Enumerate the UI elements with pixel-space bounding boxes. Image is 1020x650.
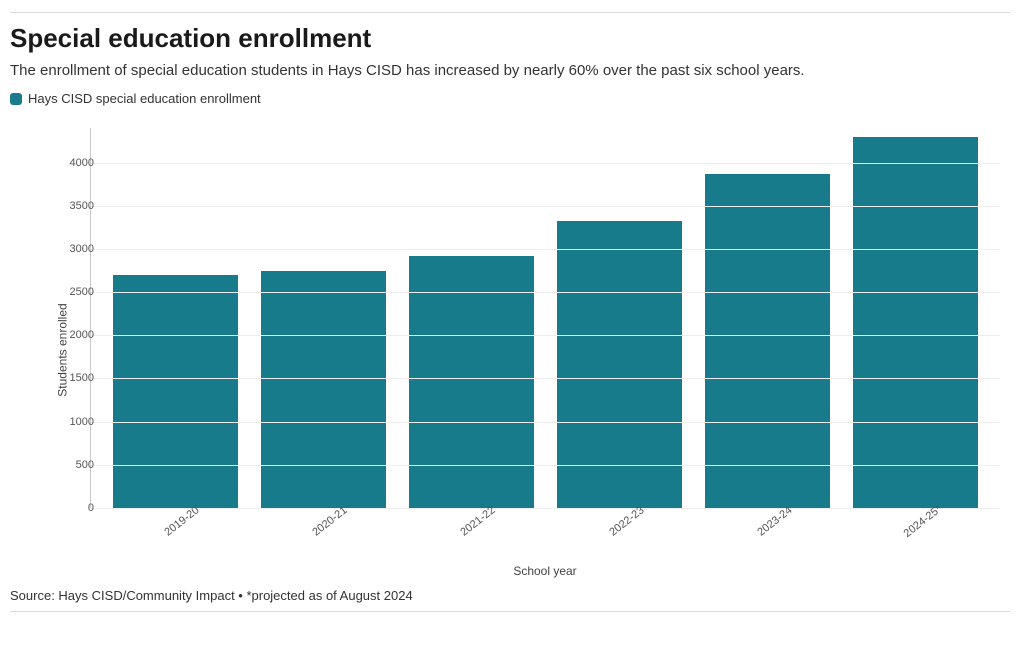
gridline [91, 508, 1000, 509]
gridline [91, 335, 1000, 336]
gridline [91, 292, 1000, 293]
bar [705, 174, 830, 508]
bar [261, 271, 386, 508]
y-tick-label: 1000 [54, 416, 94, 428]
gridline [91, 465, 1000, 466]
chart-card: Special education enrollment The enrollm… [0, 0, 1020, 650]
bars-container [91, 128, 1000, 508]
legend: Hays CISD special education enrollment [10, 91, 1010, 106]
x-axis-title: School year [90, 564, 1000, 578]
gridline [91, 422, 1000, 423]
gridline [91, 163, 1000, 164]
y-tick-label: 500 [54, 459, 94, 471]
chart-title: Special education enrollment [10, 23, 1010, 54]
gridline [91, 249, 1000, 250]
bar [853, 137, 978, 508]
gridline [91, 378, 1000, 379]
bar [113, 275, 238, 508]
legend-label: Hays CISD special education enrollment [28, 91, 261, 106]
chart-area: Students enrolled 2019-202020-212021-222… [10, 120, 1010, 580]
gridline [91, 206, 1000, 207]
y-tick-label: 3500 [54, 200, 94, 212]
chart-subtitle: The enrollment of special education stud… [10, 62, 1010, 79]
y-tick-label: 1500 [54, 372, 94, 384]
y-tick-label: 2000 [54, 329, 94, 341]
x-tick-labels: 2019-202020-212021-222022-232023-242024-… [90, 512, 1000, 530]
bar [409, 256, 534, 508]
y-tick-label: 3000 [54, 243, 94, 255]
plot-region [90, 128, 1000, 508]
top-rule [10, 12, 1010, 13]
legend-swatch [10, 93, 22, 105]
bottom-rule [10, 611, 1010, 612]
source-note: Source: Hays CISD/Community Impact • *pr… [10, 588, 1010, 603]
y-tick-label: 2500 [54, 286, 94, 298]
y-tick-label: 4000 [54, 157, 94, 169]
y-tick-label: 0 [54, 502, 94, 514]
